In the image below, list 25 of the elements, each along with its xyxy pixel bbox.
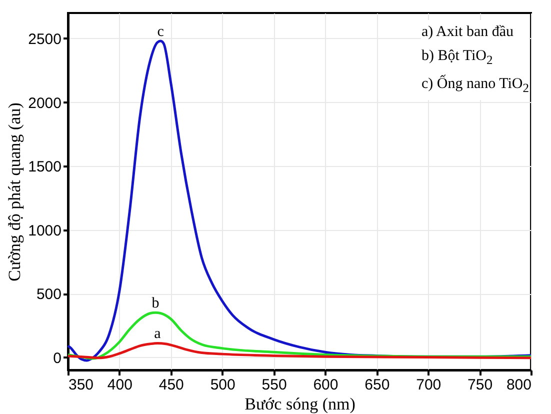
- x-tick-label: 450: [158, 376, 184, 394]
- x-tick-label: 600: [313, 376, 338, 394]
- y-tick-label: 0: [53, 350, 62, 367]
- x-tick-label: 400: [107, 376, 132, 394]
- x-tick-label: 750: [468, 376, 493, 394]
- y-tick-label: 2500: [28, 31, 62, 48]
- x-tick-label: 350: [68, 376, 94, 394]
- series-label: c: [157, 24, 164, 40]
- line-series: [66, 342, 532, 360]
- annotation: b) Bột TiO$_{2}$: [421, 47, 494, 69]
- series-label: a: [154, 326, 162, 342]
- x-tick-label: 500: [210, 376, 236, 394]
- annotation: a) Axit ban đầu: [421, 23, 515, 42]
- y-axis-title: Cường độ phát quang (au): [5, 102, 24, 282]
- y-tick-label: 1500: [28, 158, 62, 176]
- y-tick-label: 2000: [28, 94, 62, 112]
- x-tick-label: 800: [506, 376, 532, 394]
- y-tick-label: 500: [36, 286, 62, 303]
- x-tick-label: 550: [262, 376, 287, 394]
- x-axis-title: Bước sóng (nm): [244, 394, 356, 414]
- series-label: b: [152, 296, 160, 312]
- x-tick-label: 650: [364, 376, 390, 394]
- y-tick-label: 1000: [28, 222, 62, 240]
- annotation: c) Ống nano TiO$_{2}$: [421, 74, 529, 97]
- x-tick-label: 700: [416, 376, 442, 394]
